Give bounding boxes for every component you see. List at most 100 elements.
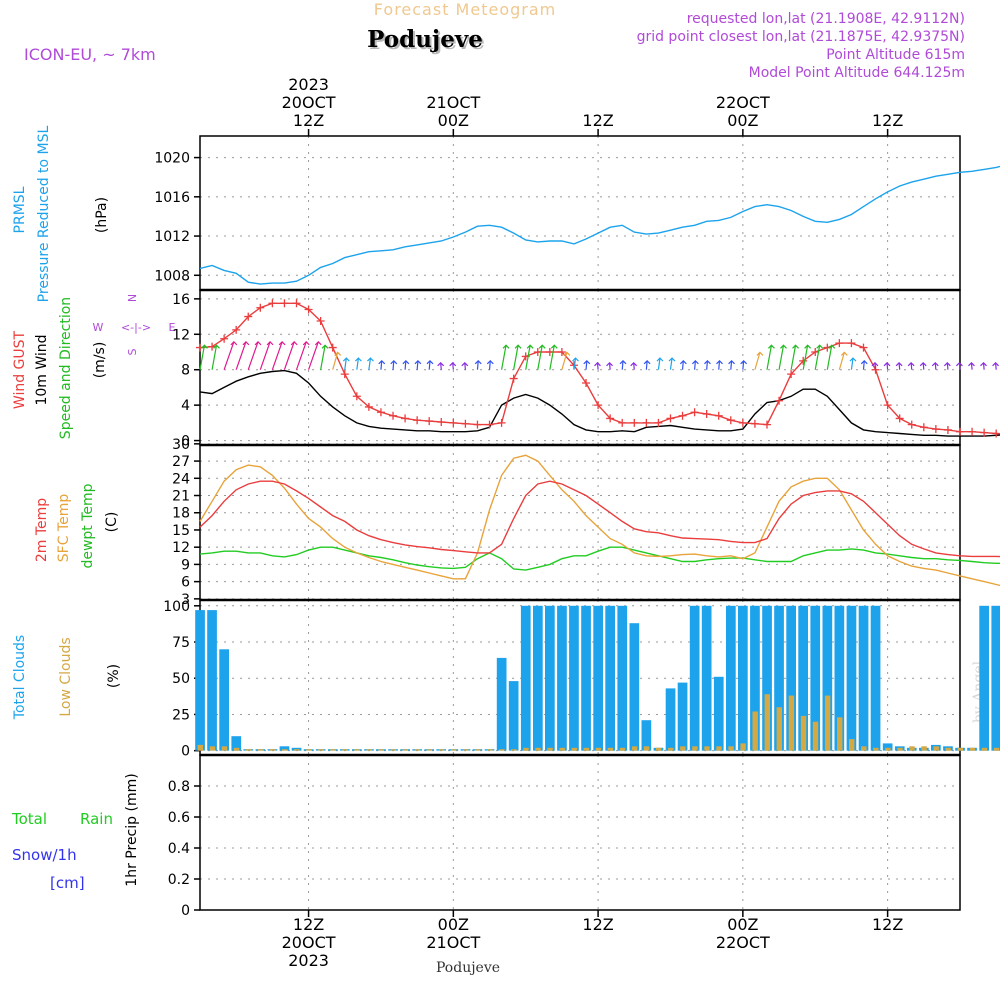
wind-ytick-label: 12 xyxy=(172,327,190,343)
low-cloud-bar xyxy=(523,747,529,751)
wind-gust-marker xyxy=(449,418,458,427)
low-cloud-bar xyxy=(680,746,686,751)
wind-gust-marker xyxy=(497,418,506,427)
temp-unit: (C) xyxy=(104,512,120,533)
footer-location: Podujeve xyxy=(436,960,500,976)
low-cloud-bar xyxy=(282,749,288,751)
wind-gust-marker xyxy=(413,416,422,425)
wind-gust-marker xyxy=(557,348,566,356)
precip-label-snow: Snow/1h xyxy=(12,846,77,864)
wind-direction-arrow xyxy=(706,360,709,370)
low-cloud-bar xyxy=(776,707,782,751)
wind-ytick-label: 8 xyxy=(181,363,190,379)
wind-direction-arrowhead xyxy=(656,357,664,362)
wind-gust-marker xyxy=(461,419,470,428)
total-cloud-bar xyxy=(858,605,869,751)
pressure-unit: (hPa) xyxy=(94,197,110,233)
wind-direction-arrowhead xyxy=(278,341,286,346)
low-cloud-bar xyxy=(752,711,758,751)
wind-gust-marker xyxy=(919,423,928,432)
time-label-top: 12Z xyxy=(872,111,903,130)
time-label-top: 22OCT xyxy=(716,93,770,112)
pressure-ytick-label: 1020 xyxy=(154,151,190,167)
pressure-label-msl: Pressure Reduced to MSL xyxy=(36,125,52,302)
clouds-ytick-label: 75 xyxy=(172,635,190,651)
total-cloud-bar xyxy=(726,605,736,751)
total-cloud-bar xyxy=(677,682,688,751)
wind-direction-arrowhead xyxy=(563,351,571,356)
wind-direction-arrowhead xyxy=(572,357,579,362)
temperature-ytick-label: 3 xyxy=(181,592,190,608)
low-cloud-bar xyxy=(547,747,553,751)
precip-ytick-label: 0.6 xyxy=(168,810,190,826)
wind-gust-marker xyxy=(787,370,796,379)
wind-direction-arrowhead xyxy=(538,344,546,349)
total-cloud-bar xyxy=(713,676,724,751)
low-cloud-bar xyxy=(487,749,493,751)
compass-north: N xyxy=(126,294,139,302)
total-cloud-bar xyxy=(533,605,543,751)
wind-direction-arrow xyxy=(645,360,648,370)
wind-direction-arrowhead xyxy=(992,361,1000,367)
wind-direction-arrowhead xyxy=(606,361,613,367)
wind-direction-arrowhead xyxy=(201,344,208,349)
wind-direction-arrowhead xyxy=(679,360,687,365)
wind-direction-arrowhead xyxy=(943,361,951,367)
wind-direction-arrow xyxy=(199,345,206,370)
wind-gust-line xyxy=(199,302,1000,435)
wind-direction-arrow xyxy=(766,345,773,370)
total-cloud-bar xyxy=(617,605,628,751)
time-label-bottom: 12Z xyxy=(582,915,613,934)
wind-direction-arrow xyxy=(802,345,809,370)
time-label-top: 12Z xyxy=(293,111,324,130)
wind-direction-arrowhead xyxy=(804,344,812,349)
total-cloud-bar xyxy=(569,605,579,751)
total-cloud-bar xyxy=(870,605,881,751)
temperature-ytick-label: 24 xyxy=(172,471,190,487)
wind-direction-arrowhead xyxy=(502,344,510,349)
low-cloud-bar xyxy=(885,747,891,751)
pressure-ytick-label: 1012 xyxy=(154,229,190,245)
low-cloud-bar xyxy=(197,744,203,751)
wind-direction-arrowhead xyxy=(321,344,329,349)
wind-direction-arrow xyxy=(826,345,833,370)
wind-gust-marker xyxy=(714,411,723,420)
low-cloud-bar xyxy=(607,747,614,751)
wind-direction-arrowhead xyxy=(426,360,434,365)
clouds-ytick-label: 100 xyxy=(163,599,190,615)
wind-direction-arrow xyxy=(549,345,555,370)
wind-direction-arrow xyxy=(500,345,507,370)
low-cloud-bar xyxy=(873,747,879,751)
low-cloud-bar xyxy=(643,746,650,751)
wind-direction-arrow xyxy=(862,360,865,370)
wind-gust-marker xyxy=(690,408,699,417)
total-cloud-bar xyxy=(786,605,796,751)
wind-ytick-label: 0 xyxy=(181,434,190,450)
wind-ytick-label: 16 xyxy=(172,292,190,308)
wind-direction-arrowhead xyxy=(728,360,735,365)
precip-label-total: Total xyxy=(11,810,47,828)
wind-direction-arrow xyxy=(742,360,745,370)
wind-direction-arrow xyxy=(320,345,326,370)
time-label-bottom: 21OCT xyxy=(426,933,480,952)
wind-direction-arrowhead xyxy=(816,344,824,349)
compass-south: S xyxy=(126,348,139,355)
wind-direction-arrowhead xyxy=(213,344,220,349)
wind-gust-marker xyxy=(895,414,904,423)
total-cloud-bar xyxy=(665,688,676,751)
wind-direction-arrow xyxy=(464,362,466,370)
wind-label-gust: Wind GUST xyxy=(12,330,28,409)
time-label-bottom: 00Z xyxy=(727,915,758,934)
low-cloud-bar xyxy=(354,749,360,751)
total-cloud-bar xyxy=(520,605,531,751)
wind-gust-marker xyxy=(726,416,735,425)
wind-direction-arrowhead xyxy=(342,357,350,362)
wind-direction-arrow xyxy=(790,345,797,370)
wind-gust-marker xyxy=(775,396,784,405)
wind-direction-arrow xyxy=(694,360,696,370)
wind-direction-arrowhead xyxy=(895,361,903,367)
total-cloud-bar xyxy=(231,736,242,751)
wind-direction-arrow xyxy=(596,362,599,370)
wind-direction-arrowhead xyxy=(919,361,927,367)
model-altitude: Model Point Altitude 644.125m xyxy=(749,65,965,81)
